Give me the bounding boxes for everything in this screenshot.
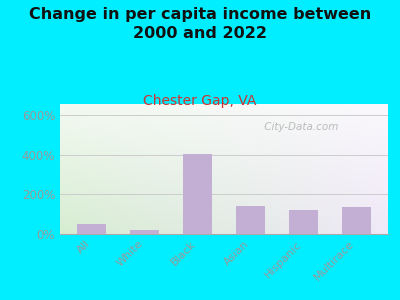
Bar [183,154,212,234]
Text: Change in per capita income between
2000 and 2022: Change in per capita income between 2000… [29,8,371,41]
Text: Chester Gap, VA: Chester Gap, VA [143,94,257,109]
Bar [77,224,106,234]
Bar [342,207,371,234]
Bar [130,230,159,234]
Bar [289,210,318,234]
Text: City-Data.com: City-Data.com [261,122,338,132]
Bar [236,206,265,234]
